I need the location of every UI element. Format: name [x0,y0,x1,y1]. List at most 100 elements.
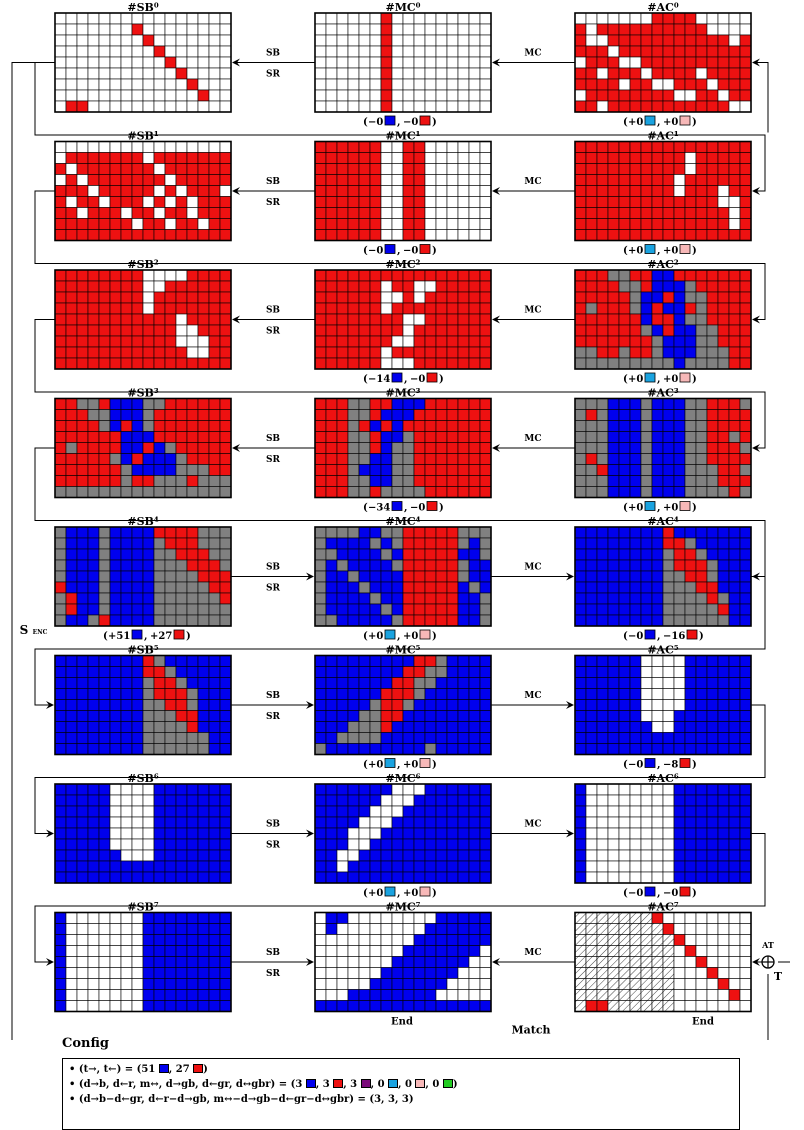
grid-cell [197,732,210,744]
grid-cell [424,431,437,443]
grid-cell [402,805,415,818]
grid-cell [585,655,598,667]
grid-cell [153,229,166,241]
grid-cell [479,677,492,689]
grid-cell [120,838,133,851]
grid-cell [596,313,609,326]
grid-cell [380,302,393,315]
grid-cell [76,849,89,862]
grid-cell [98,34,111,47]
grid-cell [446,45,459,58]
grid-cell [662,420,675,432]
grid-cell [684,559,697,572]
grid-cell [457,89,470,102]
grid-cell [673,688,686,700]
grid-cell [54,526,67,539]
grid-cell [706,280,719,293]
grid-cell [585,185,598,197]
grid-cell [109,302,122,315]
grid-cell [65,218,78,230]
grid-cell [369,100,382,113]
pink-swatch [419,629,431,640]
grid-cell [98,207,111,219]
grid-cell [673,207,686,219]
grid-cell [424,956,437,968]
grid-cell [402,409,415,421]
grid-cell [109,923,122,935]
grid-cell [413,335,426,348]
grid-cell [651,805,664,818]
grid-cell [186,185,199,197]
grid-cell [380,794,393,807]
grid-cell [662,185,675,197]
grid-cell [424,442,437,454]
grid-cell [369,838,382,851]
grid-cell [717,56,730,69]
cyan-swatch [644,372,656,383]
grid-cell [109,196,122,208]
grid-cell [728,592,741,605]
grid-cell [468,269,481,282]
grid-cell [607,486,620,498]
grid-cell [728,548,741,561]
grid-cell [325,592,338,605]
grid-cell [87,559,100,572]
grid-cell [65,229,78,241]
grid-cell [706,827,719,840]
grid-cell [402,464,415,476]
grid-cell [358,934,371,946]
grid-cell [142,934,155,946]
grid-cell [479,185,492,197]
grid-cell [717,838,730,851]
grid-cell [574,860,587,873]
grid-cell [54,838,67,851]
grid-cell [347,269,360,282]
grid-cell [695,34,708,47]
grid-cell [618,945,631,957]
grid-cell [596,526,609,539]
grid-cell [651,475,664,487]
grid-cell [739,23,752,36]
grid-cell [380,324,393,337]
blue-swatch [391,372,403,383]
grid-cell [358,989,371,1001]
grid-cell [618,78,631,91]
grid-cell [618,666,631,678]
grid-cell [186,475,199,487]
grid-cell [574,923,587,935]
grid-cell [479,699,492,711]
grid-cell [98,838,111,851]
grid-cell [347,699,360,711]
grid-cell [142,603,155,616]
grid-cell [596,956,609,968]
grid-cell [76,912,89,924]
grid-cell [706,196,719,208]
grid-cell [219,978,232,990]
grid-cell [175,12,188,25]
grid-cell [717,871,730,884]
grid-cell [651,431,664,443]
grid-cell [479,34,492,47]
grid-cell [142,67,155,80]
grid-cell [662,559,675,572]
grid-cell [120,269,133,282]
grid-cell [706,805,719,818]
grid-cell [717,409,730,421]
grid-cell [479,805,492,818]
grid-cell [413,548,426,561]
grid-cell [325,794,338,807]
grid-cell [54,581,67,594]
grid-cell [468,313,481,326]
grid-cell [728,816,741,829]
grid-cell [706,743,719,755]
grid-cell [585,805,598,818]
grid-cell [585,592,598,605]
grid-cell [585,280,598,293]
grid-cell [391,324,404,337]
grid-cell [131,721,144,733]
grid-cell [706,860,719,873]
grid-cell [131,45,144,58]
grid-cell [164,464,177,476]
grid-cell [87,794,100,807]
grid-cell [325,732,338,744]
